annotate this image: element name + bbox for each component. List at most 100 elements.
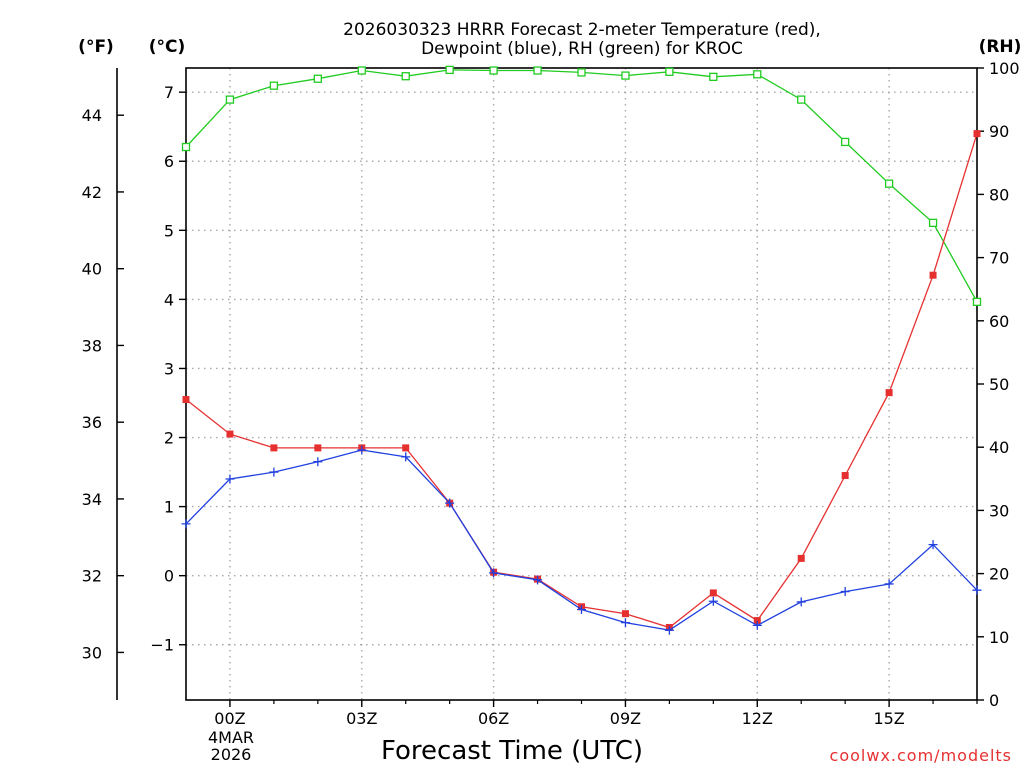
- fahrenheit-tick-label: 42: [82, 183, 102, 202]
- rh-tick-label: 70: [989, 249, 1009, 268]
- dewpoint-line: [185, 449, 978, 631]
- rh-series: [181, 65, 982, 306]
- dewpoint-point: [445, 498, 455, 508]
- axis-ticks: 00Z 03Z 06Z 09Z 12Z 15Z−101234567303234363840…: [82, 59, 1020, 728]
- dewpoint-point: [928, 540, 938, 550]
- rh-tick-label: 50: [989, 375, 1009, 394]
- 2-meter-temperature-point: [841, 472, 849, 480]
- rh-tick-label: 20: [989, 565, 1009, 584]
- dewpoint-point: [489, 568, 499, 578]
- celsius-tick-label: 3: [164, 359, 174, 378]
- x-tick-label: 12Z: [742, 709, 773, 728]
- title-line-2: Dewpoint (blue), RH (green) for KROC: [421, 39, 743, 59]
- 2-meter-temperature-point: [402, 444, 410, 452]
- rh-point: [577, 68, 586, 77]
- dewpoint-point: [533, 575, 543, 585]
- celsius-tick-label: 2: [164, 429, 174, 448]
- fahrenheit-tick-label: 30: [82, 643, 102, 662]
- fahrenheit-tick-label: 36: [82, 413, 102, 432]
- 2-meter-temperature-point: [182, 396, 190, 404]
- rh-point: [225, 95, 235, 104]
- rh-tick-label: 30: [989, 501, 1009, 520]
- dewpoint-series: [181, 445, 982, 635]
- 2-meter-temperature-point: [621, 610, 629, 618]
- x-tick-label: 03Z: [346, 709, 377, 728]
- rh-point: [533, 66, 542, 75]
- rh-point: [269, 81, 279, 90]
- rh-tick-label: 90: [989, 122, 1009, 141]
- x-tick-label: 15Z: [873, 709, 904, 728]
- 2-meter-temperature-line: [185, 133, 978, 629]
- 2-meter-temperature-point: [226, 430, 234, 438]
- 2-meter-temperature-point: [314, 444, 322, 452]
- fahrenheit-tick-label: 40: [82, 260, 102, 279]
- dewpoint-point: [796, 597, 806, 607]
- celsius-tick-label: 0: [164, 567, 174, 586]
- rh-point: [181, 142, 191, 152]
- celsius-axis-label: (°C): [149, 37, 186, 57]
- dewpoint-point: [269, 467, 279, 477]
- dewpoint-point: [752, 620, 762, 630]
- rh-point: [489, 66, 498, 75]
- rh-point: [313, 74, 322, 83]
- dewpoint-point: [313, 457, 323, 467]
- celsius-tick-label: 7: [164, 83, 174, 102]
- rh-tick-label: 40: [989, 438, 1009, 457]
- x-tick-label: 09Z: [610, 709, 641, 728]
- celsius-tick-label: −1: [150, 636, 174, 655]
- rh-tick-label: 60: [989, 312, 1009, 331]
- dewpoint-point: [401, 452, 411, 462]
- celsius-tick-label: 1: [164, 498, 174, 517]
- title-line-1: 2026030323 HRRR Forecast 2-meter Tempera…: [343, 20, 821, 40]
- rh-point: [928, 218, 938, 227]
- rh-tick-label: 100: [989, 59, 1020, 78]
- fahrenheit-tick-label: 34: [82, 490, 102, 509]
- dewpoint-point: [664, 625, 674, 635]
- 2-meter-temperature-point: [929, 271, 937, 279]
- chart-title: 2026030323 HRRR Forecast 2-meter Tempera…: [343, 20, 821, 59]
- rh-axis-label: (RH): [979, 37, 1022, 57]
- dewpoint-point: [708, 596, 718, 606]
- dewpoint-point: [840, 587, 850, 597]
- rh-point: [621, 71, 630, 80]
- dewpoint-point: [620, 618, 630, 628]
- rh-point: [445, 65, 454, 75]
- data-series: [181, 65, 982, 635]
- x-tick-label: 06Z: [478, 709, 509, 728]
- rh-point: [665, 67, 674, 76]
- fahrenheit-tick-label: 44: [82, 106, 102, 125]
- dewpoint-point: [972, 585, 982, 595]
- dewpoint-point: [884, 579, 894, 589]
- credit-text: coolwx.com/modelts: [830, 746, 1012, 765]
- dewpoint-point: [357, 445, 367, 455]
- fahrenheit-tick-label: 38: [82, 336, 102, 355]
- fahrenheit-axis-label: (°F): [78, 37, 114, 57]
- x-axis-title: Forecast Time (UTC): [381, 736, 643, 766]
- 2-meter-temperature-point: [797, 554, 805, 562]
- 2-meter-temperature-point: [709, 589, 717, 597]
- x-date-month: 4MAR: [208, 728, 254, 747]
- rh-point: [753, 70, 762, 79]
- 2-meter-temperature-point: [885, 389, 893, 397]
- fahrenheit-tick-label: 32: [82, 567, 102, 586]
- x-date-year: 2026: [211, 745, 252, 764]
- rh-point: [357, 66, 366, 75]
- rh-line: [185, 69, 978, 303]
- rh-tick-label: 10: [989, 628, 1009, 647]
- 2-meter-temperature-series: [182, 130, 981, 631]
- 2-meter-temperature-point: [753, 617, 761, 625]
- rh-point: [709, 72, 718, 81]
- 2-meter-temperature-point: [973, 130, 981, 138]
- rh-point: [401, 72, 410, 81]
- 2-meter-temperature-point: [270, 444, 278, 452]
- rh-point: [884, 179, 894, 188]
- rh-point: [972, 297, 982, 306]
- celsius-tick-label: 4: [164, 290, 174, 309]
- dewpoint-point: [225, 474, 235, 484]
- celsius-tick-label: 5: [164, 221, 174, 240]
- dewpoint-point: [577, 605, 586, 615]
- dewpoint-point: [181, 519, 191, 529]
- rh-point: [797, 95, 806, 104]
- celsius-tick-label: 6: [164, 152, 174, 171]
